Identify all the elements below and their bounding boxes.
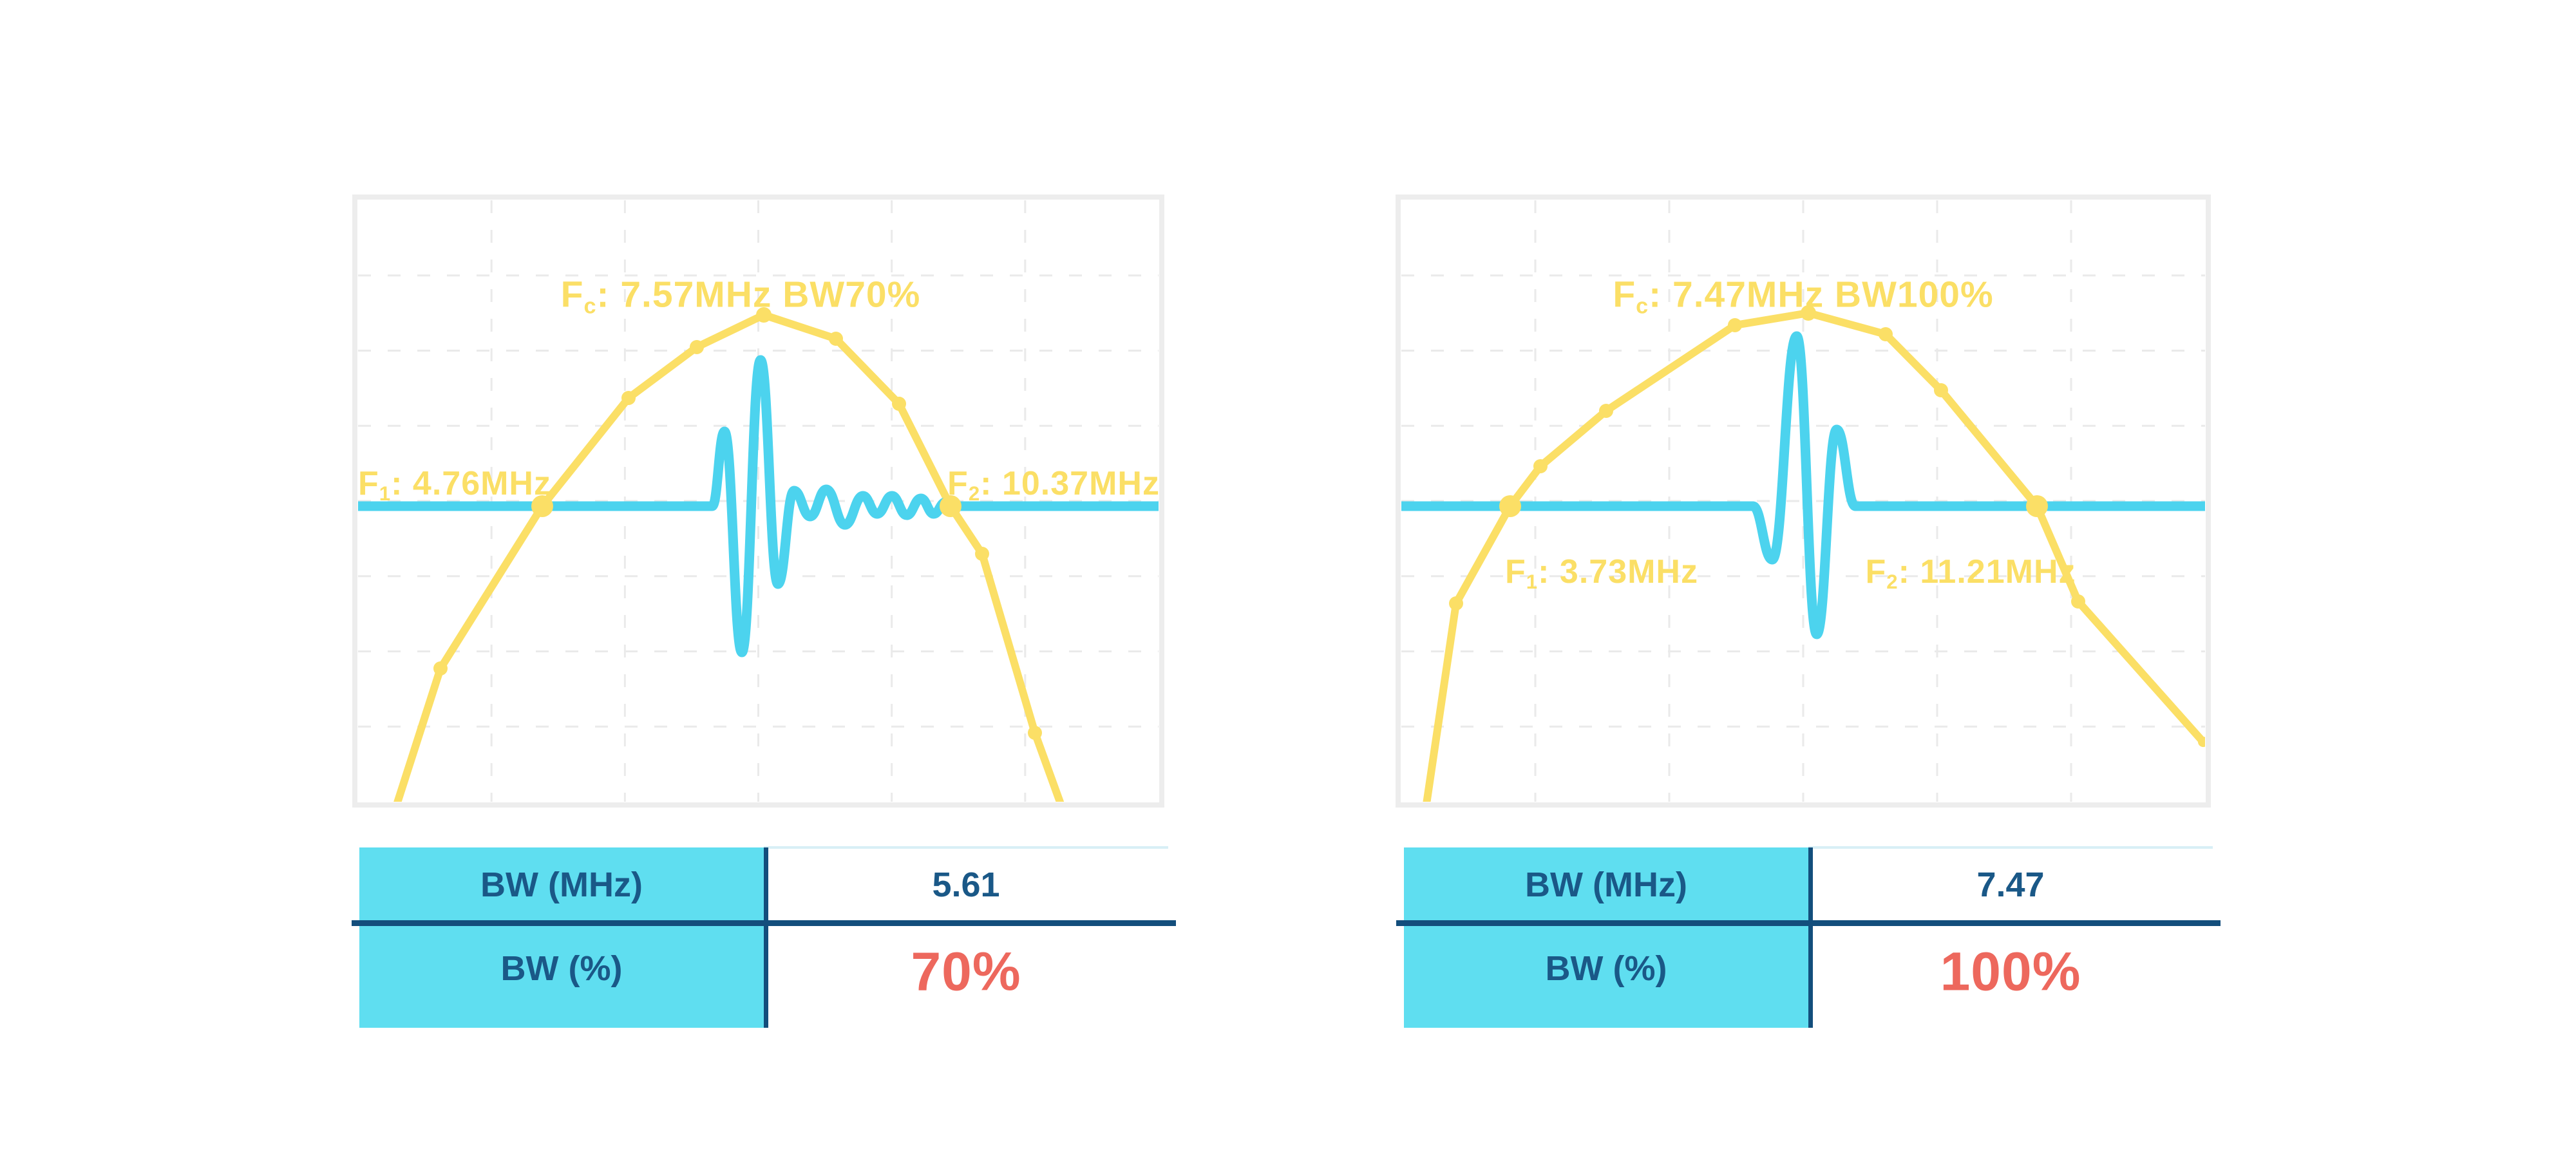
f1-label-left-text: : 4.76MHz xyxy=(391,464,551,502)
bw-mhz-label-right: BW (MHz) xyxy=(1525,866,1687,904)
spectrum-marker xyxy=(1934,383,1948,397)
spectrum-marker xyxy=(1499,495,1521,517)
bw-table-right-header-fill xyxy=(1404,847,1808,1028)
f2-label-left-sub: 2 xyxy=(968,482,981,506)
fc-label-left: Fc: 7.57MHz BW70% xyxy=(561,273,921,319)
f1-label-right-sub: 1 xyxy=(1526,571,1539,594)
fc-label-right: Fc: 7.47MHz BW100% xyxy=(1613,273,1993,319)
spectrum-marker xyxy=(2198,737,2205,747)
spectrum-marker xyxy=(690,340,704,354)
f2-label-left: F2: 10.37MHz xyxy=(947,464,1160,506)
f2-label-left-f: F xyxy=(947,464,969,502)
bw-pct-label-right: BW (%) xyxy=(1545,949,1667,988)
f2-label-right: F2: 11.21MHz xyxy=(1865,553,2076,594)
spectrum-marker xyxy=(1801,305,1816,321)
spectrum-marker xyxy=(531,495,553,517)
bw-table-right-top-divider xyxy=(1808,846,2213,849)
spectrum-marker xyxy=(975,547,989,561)
pulse-waveform xyxy=(1401,331,2205,639)
f1-label-left-f: F xyxy=(358,464,379,502)
fc-label-left-text: : 7.57MHz BW70% xyxy=(596,274,921,316)
spectrum-marker xyxy=(756,307,772,323)
bw-pct-label-left: BW (%) xyxy=(500,949,623,988)
bw70-panel-plot-area xyxy=(358,200,1159,802)
spectrum-marker xyxy=(1533,459,1548,473)
fc-label-right-sub: c xyxy=(1636,294,1649,319)
spectrum-marker xyxy=(2071,594,2085,609)
spectrum-curve xyxy=(393,311,1065,802)
bw-table-left-col-divider xyxy=(764,847,768,1028)
bw-mhz-label-left: BW (MHz) xyxy=(480,866,643,904)
spectrum-marker xyxy=(1449,596,1463,610)
bw-pct-value-left: 70% xyxy=(911,941,1021,1002)
bw-table-left-header-fill xyxy=(359,847,764,1028)
bw100-panel-plot-area xyxy=(1401,200,2205,802)
spectrum-marker xyxy=(621,391,636,405)
f2-label-right-f: F xyxy=(1865,553,1887,591)
f1-label-right-text: : 3.73MHz xyxy=(1538,553,1698,591)
f1-label-right: F1: 3.73MHz xyxy=(1505,553,1698,594)
f2-label-left-text: : 10.37MHz xyxy=(980,464,1160,502)
spectrum-marker xyxy=(829,332,843,346)
fc-label-right-text: : 7.47MHz BW100% xyxy=(1649,274,1994,316)
fc-label-right-f: F xyxy=(1613,274,1636,316)
spectrum-marker xyxy=(1879,327,1893,341)
fc-label-left-sub: c xyxy=(583,294,597,319)
bw-table-right-col-divider xyxy=(1808,847,1813,1028)
bw-table-right: BW (MHz) BW (%) 7.47 100% xyxy=(1396,840,2227,1039)
f2-label-right-sub: 2 xyxy=(1886,571,1899,594)
bw-table-left: BW (MHz) BW (%) 5.61 70% xyxy=(352,840,1182,1039)
bw-table-left-top-divider xyxy=(764,846,1168,849)
spectrum-marker xyxy=(433,661,448,676)
spectrum-marker xyxy=(1028,726,1042,740)
f1-label-right-f: F xyxy=(1505,553,1526,591)
spectrum-marker xyxy=(892,397,906,411)
spectrum-marker xyxy=(1599,404,1613,418)
f2-label-right-text: : 11.21MHz xyxy=(1898,553,2076,591)
spectrum-marker xyxy=(1728,318,1742,332)
spectrum-marker xyxy=(2026,495,2048,517)
f1-label-left: F1: 4.76MHz xyxy=(358,464,551,506)
fc-label-left-f: F xyxy=(560,274,584,316)
bw-mhz-value-right: 7.47 xyxy=(1976,866,2045,904)
bw-pct-value-right: 100% xyxy=(1940,941,2081,1002)
bw-mhz-value-left: 5.61 xyxy=(932,866,1000,904)
f1-label-left-sub: 1 xyxy=(379,482,392,506)
spectrum-marker xyxy=(940,495,961,517)
spectrum-curve xyxy=(1423,309,2205,802)
pulse-waveform xyxy=(358,355,1159,657)
